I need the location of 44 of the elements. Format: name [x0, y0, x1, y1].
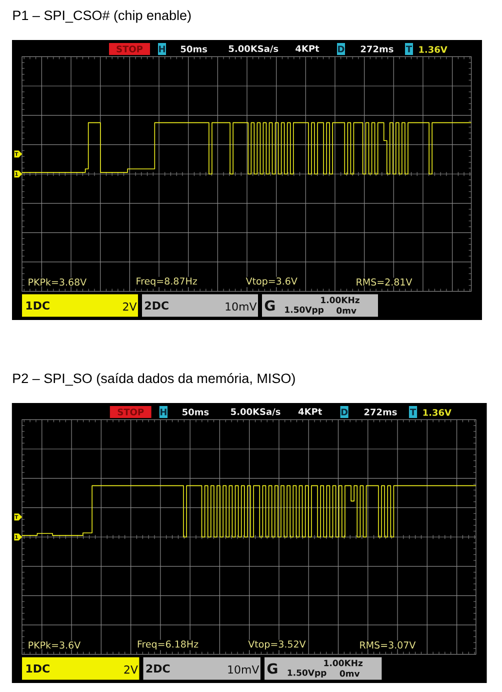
- text: 1.00KHz: [321, 296, 360, 304]
- text: 1.00KHz: [324, 660, 363, 666]
- text: 2DC: [146, 664, 170, 673]
- text: STOP: [116, 46, 143, 52]
- chart-title: P2 – SPI_SO (saída dados da memória, MISO): [13, 373, 295, 386]
- text: 2V: [123, 302, 137, 311]
- text: 10mV: [228, 665, 260, 674]
- text: T: [406, 46, 412, 52]
- text: 272ms: [360, 46, 394, 52]
- text: G: [264, 300, 275, 311]
- text: Vtop=3.52V: [248, 640, 306, 650]
- text: 1.36V: [423, 409, 452, 416]
- text: PKPk=3.6V: [28, 641, 81, 649]
- text: 1DC: [26, 301, 50, 310]
- text: 4KPt: [298, 408, 322, 415]
- text: G: [267, 663, 278, 674]
- text: 1.50Vpp: [285, 306, 324, 315]
- text: D: [341, 408, 348, 416]
- text: 272ms: [364, 408, 397, 416]
- chart-title: P1 – SPI_CSO# (chip enable): [13, 10, 191, 23]
- text: Vtop=3.6V: [246, 277, 298, 287]
- text: RMS=3.07V: [360, 641, 416, 649]
- text: 2DC: [145, 301, 168, 310]
- text: 1.36V: [419, 46, 448, 53]
- text: 50ms: [182, 408, 209, 416]
- text: 2V: [124, 665, 138, 674]
- text: Freq=8.87Hz: [136, 277, 197, 287]
- text: RMS=2.81V: [356, 278, 412, 286]
- text: T: [410, 408, 416, 416]
- text: H: [159, 46, 165, 52]
- text: 4KPt: [296, 45, 320, 52]
- text: 10mV: [226, 302, 257, 311]
- text: H: [160, 408, 166, 416]
- text: 5.00KSa/s: [231, 408, 280, 416]
- text: 5.00KSa/s: [228, 45, 278, 53]
- text: 0mv: [340, 670, 360, 677]
- text: D: [338, 46, 344, 52]
- text: 1.50Vpp: [288, 669, 326, 678]
- text: STOP: [118, 408, 144, 416]
- text: PKPk=3.68V: [28, 278, 87, 286]
- text: 0mv: [336, 307, 356, 314]
- text: Freq=6.18Hz: [138, 640, 198, 650]
- text: 1DC: [26, 664, 50, 673]
- text: 50ms: [180, 46, 208, 52]
